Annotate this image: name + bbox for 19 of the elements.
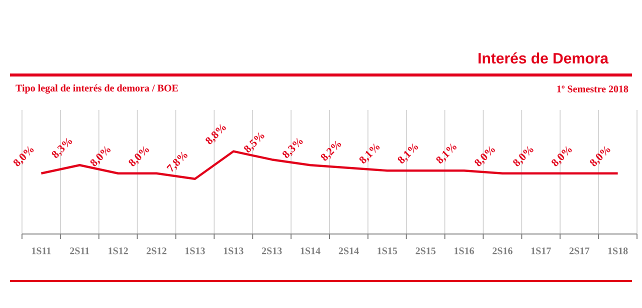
- x-tick-label: 2S15: [416, 248, 436, 254]
- x-tick-label: 1S12: [108, 248, 128, 254]
- text: 1º Semestre 2018: [557, 86, 628, 92]
- x-tick-label: 1S17: [531, 248, 551, 254]
- x-tick-label: 1S13: [224, 248, 244, 254]
- x-tick-label: 2S14: [338, 248, 359, 254]
- chart-title: Interés de Demora: [478, 52, 609, 64]
- x-tick-label: 1S13: [185, 248, 205, 254]
- x-tick-label: 2S17: [569, 248, 590, 254]
- x-tick-label: 1S15: [378, 248, 398, 254]
- x-tick-label: 2S11: [70, 248, 90, 254]
- x-tick-label: 1S11: [32, 248, 51, 254]
- x-tick-label: 2S16: [492, 248, 512, 254]
- chart-subtitle: Tipo legal de interés de demora / BOE: [16, 84, 178, 94]
- x-tick-label: 2S12: [146, 248, 166, 254]
- x-tick-label: 2S13: [262, 248, 282, 254]
- x-tick-label: 1S18: [608, 248, 628, 254]
- x-tick-label: 1S16: [454, 248, 474, 254]
- x-tick-label: 1S14: [300, 248, 320, 254]
